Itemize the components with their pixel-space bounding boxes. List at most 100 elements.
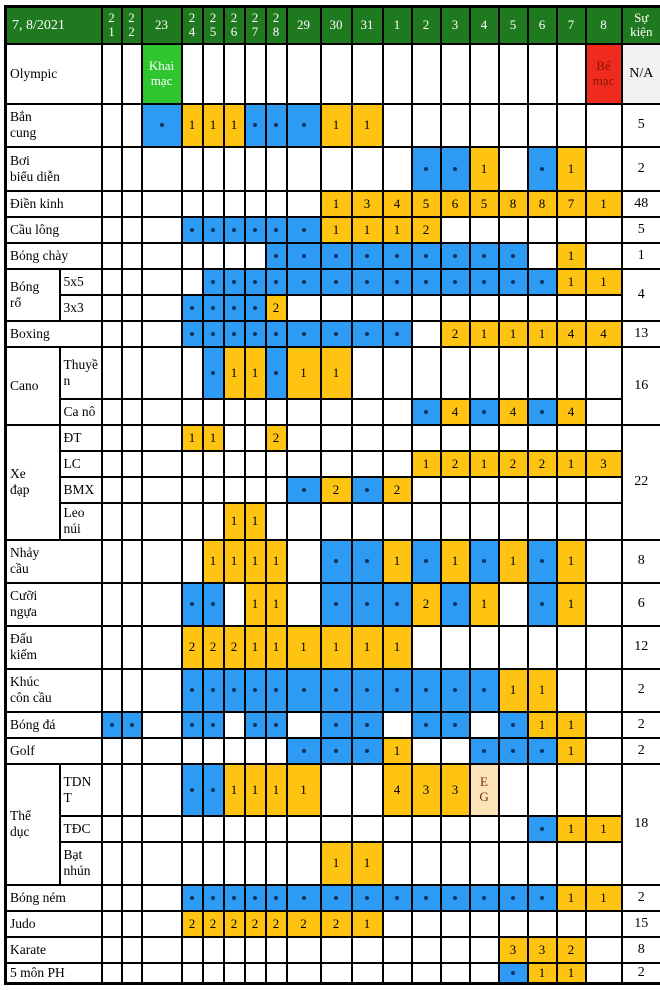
competition-dot (540, 896, 544, 900)
empty-day-cell (266, 451, 287, 477)
competition-day-cell (245, 295, 266, 321)
date-column-header: 4 (470, 7, 499, 44)
empty-day-cell (287, 816, 321, 842)
medal-day-cell: 2 (528, 451, 557, 477)
competition-day-cell (412, 269, 441, 295)
medal-day-cell: 1 (586, 816, 622, 842)
competition-day-cell (203, 321, 224, 347)
competition-day-cell (470, 399, 499, 425)
competition-day-cell (470, 243, 499, 269)
competition-dot (365, 896, 369, 900)
empty-day-cell (203, 738, 224, 764)
competition-day-cell (352, 540, 383, 583)
empty-day-cell (441, 963, 470, 984)
empty-day-cell (287, 451, 321, 477)
competition-day-cell (441, 269, 470, 295)
medal-day-cell: 1 (224, 347, 245, 399)
empty-day-cell (102, 295, 122, 321)
empty-day-cell (142, 321, 182, 347)
medal-day-cell: 1 (321, 104, 352, 147)
date-column-header: 6 (528, 7, 557, 44)
empty-day-cell (528, 347, 557, 399)
empty-day-cell (142, 503, 182, 540)
competition-day-cell (287, 669, 321, 712)
empty-day-cell (266, 963, 287, 984)
medal-day-cell: 1 (352, 217, 383, 243)
empty-day-cell (122, 477, 142, 503)
competition-day-cell (245, 885, 266, 911)
competition-dot (232, 332, 236, 336)
medal-day-cell: 1 (182, 104, 203, 147)
empty-day-cell (412, 738, 441, 764)
competition-dot (253, 332, 257, 336)
competition-day-cell (499, 738, 528, 764)
competition-dot (540, 410, 544, 414)
competition-dot (211, 602, 215, 606)
empty-day-cell (102, 477, 122, 503)
empty-day-cell (321, 44, 352, 104)
empty-day-cell (203, 191, 224, 217)
sport-group-label: Cano (6, 347, 60, 425)
empty-day-cell (352, 44, 383, 104)
competition-day-cell (182, 321, 203, 347)
competition-dot (334, 749, 338, 753)
empty-day-cell (586, 669, 622, 712)
competition-dot (334, 280, 338, 284)
empty-day-cell (142, 477, 182, 503)
empty-day-cell (102, 451, 122, 477)
empty-day-cell (557, 842, 586, 885)
competition-day-cell (321, 269, 352, 295)
medal-day-cell: 1 (470, 147, 499, 191)
competition-day-cell (441, 712, 470, 738)
empty-day-cell (586, 937, 622, 963)
sport-group-label: Xe đạp (6, 425, 60, 540)
medal-day-cell: 1 (203, 104, 224, 147)
medal-day-cell: 1 (287, 626, 321, 669)
event-count-cell: 5 (622, 104, 660, 147)
sport-label: 5 môn PH (6, 963, 102, 984)
competition-day-cell (383, 243, 412, 269)
empty-day-cell (586, 911, 622, 937)
competition-dot (302, 254, 306, 258)
competition-day-cell (287, 217, 321, 243)
empty-day-cell (321, 963, 352, 984)
competition-day-cell (470, 669, 499, 712)
empty-day-cell (245, 451, 266, 477)
medal-day-cell: 1 (557, 147, 586, 191)
empty-day-cell (499, 626, 528, 669)
medal-day-cell: 1 (528, 963, 557, 984)
empty-day-cell (470, 347, 499, 399)
competition-dot (274, 254, 278, 258)
event-count-cell: 48 (622, 191, 660, 217)
empty-day-cell (586, 104, 622, 147)
sport-label: Bóng chày (6, 243, 102, 269)
empty-day-cell (321, 147, 352, 191)
date-column-header: 2 6 (224, 7, 245, 44)
medal-day-cell: 4 (557, 321, 586, 347)
competition-dot (253, 896, 257, 900)
competition-dot (302, 332, 306, 336)
competition-day-cell (224, 217, 245, 243)
competition-day-cell (352, 712, 383, 738)
medal-day-cell: 1 (224, 503, 245, 540)
empty-day-cell (352, 399, 383, 425)
empty-day-cell (287, 191, 321, 217)
empty-day-cell (412, 816, 441, 842)
competition-day-cell (266, 669, 287, 712)
medal-day-cell: 1 (321, 842, 352, 885)
competition-day-cell (203, 669, 224, 712)
competition-dot (453, 688, 457, 692)
event-count-cell: 2 (622, 147, 660, 191)
empty-day-cell (470, 816, 499, 842)
empty-day-cell (142, 217, 182, 243)
empty-day-cell (102, 425, 122, 451)
medal-day-cell: 3 (441, 764, 470, 816)
empty-day-cell (528, 626, 557, 669)
competition-dot (253, 123, 257, 127)
sport-label: Nhảy cầu (6, 540, 102, 583)
empty-day-cell (321, 816, 352, 842)
date-column-header: 2 (412, 7, 441, 44)
